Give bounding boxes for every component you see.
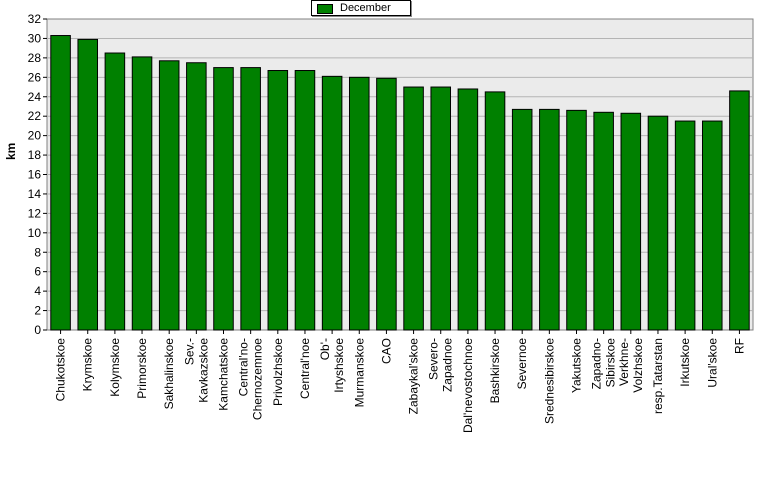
x-tick-label: Murmanskoe (352, 338, 366, 408)
x-tick-label: Dal'nevostochnoe (461, 338, 475, 433)
bar (403, 86, 424, 331)
x-axis: Chukotskoe Krymskoe Kolymskoe Primorskoe Sak… (54, 330, 746, 433)
x-tick-label: Zabaykal'skoe (407, 338, 421, 415)
x-tick-label: RF (732, 338, 746, 354)
x-tick-label: Chernozemnoe (251, 338, 265, 420)
x-tick-label: Sibirskoe (604, 338, 618, 388)
x-tick-label: Ural'skoe (705, 338, 719, 388)
x-tick-label: Irtyshskoe (332, 338, 346, 393)
bar (430, 86, 452, 331)
bar (267, 70, 289, 331)
y-tick-label: 32 (28, 12, 42, 26)
legend-label: December (340, 2, 391, 14)
bar (321, 75, 343, 331)
x-tick-label: Irkutskoe (678, 338, 692, 387)
y-axis-label: km (4, 142, 18, 160)
legend: December (311, 0, 411, 16)
x-tick-label: Kolymskoe (108, 338, 122, 397)
x-tick-label: Privolzhskoe (271, 338, 285, 406)
y-tick-label: 4 (34, 284, 41, 298)
y-tick-label: 26 (28, 70, 42, 84)
x-tick-label: Zapadnoe (441, 338, 455, 392)
y-tick-label: 20 (28, 129, 42, 143)
x-tick-label: CAO (379, 338, 393, 364)
bar (620, 112, 642, 331)
x-tick-label: Verkhne- (617, 338, 631, 386)
bar (186, 62, 207, 331)
x-tick-label: Sev.- (182, 338, 196, 365)
y-tick-label: 0 (34, 323, 41, 337)
x-tick-label: Severnoe (515, 338, 529, 390)
bar (539, 108, 560, 331)
x-tick-label: Central'noe (298, 338, 312, 399)
y-tick-label: 2 (34, 304, 41, 318)
bar (213, 67, 234, 331)
x-tick-label: Sakhalinskoe (162, 338, 176, 410)
bar (729, 90, 750, 331)
x-tick-label: Yakutskoe (570, 338, 584, 393)
y-tick-label: 30 (28, 31, 42, 45)
y-tick-label: 16 (28, 168, 42, 182)
bar (484, 91, 506, 331)
x-tick-label: Volzhskoe (631, 338, 645, 393)
bar (457, 88, 479, 331)
bar (348, 76, 370, 331)
bar (566, 109, 587, 331)
x-tick-label: Krymskoe (81, 338, 95, 392)
x-tick-label: Srednesibirskoe (542, 338, 556, 424)
y-tick-label: 24 (28, 90, 42, 104)
y-tick-label: 28 (28, 51, 42, 65)
bar (593, 111, 614, 331)
x-tick-label: resp.Tatarstan (651, 338, 665, 414)
x-tick-label: Central'no- (237, 338, 251, 396)
y-tick-label: 8 (34, 245, 41, 259)
x-tick-label: Chukotskoe (54, 338, 68, 402)
y-tick-label: 12 (28, 206, 42, 220)
y-tick-label: 14 (28, 187, 42, 201)
bar (674, 120, 696, 331)
x-tick-label: Zapadno- (590, 338, 604, 389)
bar (158, 60, 180, 331)
legend-swatch (317, 4, 333, 14)
bar (240, 67, 261, 331)
bar (701, 120, 723, 331)
bars (50, 35, 750, 331)
x-tick-label: Primorskoe (135, 338, 149, 399)
y-tick-label: 10 (28, 226, 42, 240)
bar (647, 115, 669, 331)
bar (131, 56, 153, 331)
bar (376, 77, 397, 331)
y-tick-label: 22 (28, 109, 42, 123)
x-tick-label: Severo- (427, 338, 441, 380)
bar (77, 38, 99, 331)
bar (104, 52, 126, 331)
y-tick-label: 18 (28, 148, 42, 162)
x-tick-label: Kamchatskoe (217, 338, 231, 411)
x-tick-label: Bashkirskoe (488, 338, 502, 404)
y-tick-label: 6 (34, 265, 41, 279)
x-tick-label: Kavkazskoe (196, 338, 210, 403)
bar (511, 108, 533, 331)
bar (50, 35, 71, 331)
bar (294, 70, 316, 331)
x-tick-label: Ob'- (318, 338, 332, 360)
